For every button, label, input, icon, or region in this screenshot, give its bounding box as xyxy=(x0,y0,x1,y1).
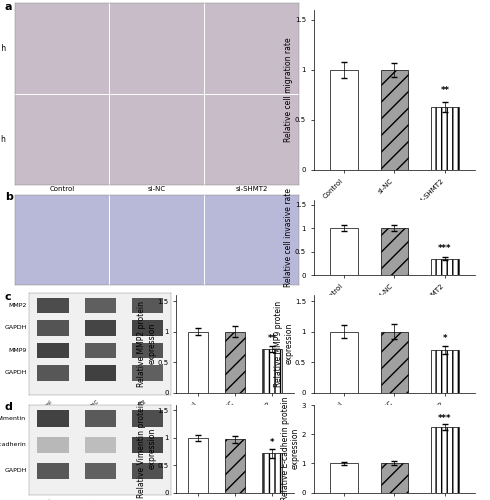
Bar xyxy=(132,462,163,479)
Bar xyxy=(132,320,163,336)
Bar xyxy=(85,410,116,426)
Bar xyxy=(85,320,116,336)
Text: 0 h: 0 h xyxy=(0,44,6,52)
Bar xyxy=(431,107,459,170)
Bar xyxy=(262,453,282,492)
Bar xyxy=(132,410,163,426)
Text: GAPDH: GAPDH xyxy=(4,468,26,473)
Bar xyxy=(381,332,408,392)
Text: ***: *** xyxy=(438,414,452,422)
Text: si-NC: si-NC xyxy=(86,399,100,412)
Text: **: ** xyxy=(441,86,449,95)
Text: d: d xyxy=(5,402,13,411)
Bar xyxy=(85,342,116,358)
Bar xyxy=(262,348,282,393)
Text: Control: Control xyxy=(35,498,53,500)
Bar xyxy=(381,70,408,170)
Text: si-NC: si-NC xyxy=(148,186,166,192)
Bar xyxy=(37,436,69,452)
Bar xyxy=(37,410,69,426)
Text: si-SHMT2: si-SHMT2 xyxy=(235,186,268,192)
Bar xyxy=(188,332,208,392)
Text: MMP2: MMP2 xyxy=(8,303,26,308)
Text: si-SHMT2: si-SHMT2 xyxy=(125,399,148,419)
Bar xyxy=(85,298,116,313)
Text: ***: *** xyxy=(438,244,452,253)
Bar xyxy=(225,440,245,492)
Bar xyxy=(132,366,163,380)
Y-axis label: Relative MMP9 protein
expression: Relative MMP9 protein expression xyxy=(274,300,294,387)
Text: GAPDH: GAPDH xyxy=(4,370,26,376)
Bar xyxy=(330,332,358,392)
Bar xyxy=(132,298,163,313)
Text: c: c xyxy=(5,292,12,302)
Bar xyxy=(132,342,163,358)
Text: Control: Control xyxy=(49,186,74,192)
Bar xyxy=(85,462,116,479)
Bar xyxy=(85,436,116,452)
Bar xyxy=(330,228,358,275)
Text: E-cadherin: E-cadherin xyxy=(0,442,26,447)
Bar xyxy=(85,366,116,380)
Text: MMP9: MMP9 xyxy=(8,348,26,353)
Text: si-SHMT2: si-SHMT2 xyxy=(125,498,148,500)
Bar xyxy=(132,436,163,452)
Bar xyxy=(431,427,459,492)
Text: **: ** xyxy=(268,334,276,342)
Text: a: a xyxy=(5,2,12,12)
Bar xyxy=(37,320,69,336)
Text: b: b xyxy=(5,192,13,202)
Y-axis label: Relative MMP2 protein
expression: Relative MMP2 protein expression xyxy=(137,300,156,387)
Bar xyxy=(431,258,459,275)
Bar xyxy=(37,298,69,313)
Text: Vimentin: Vimentin xyxy=(0,416,26,421)
Bar xyxy=(330,70,358,170)
Bar xyxy=(37,366,69,380)
Text: *: * xyxy=(443,334,447,342)
Y-axis label: Relative E-cadherin protein
expression: Relative E-cadherin protein expression xyxy=(281,396,300,500)
Text: GAPDH: GAPDH xyxy=(4,326,26,330)
Y-axis label: Relative Vimentin protein
expression: Relative Vimentin protein expression xyxy=(137,400,156,498)
Text: 24 h: 24 h xyxy=(0,135,6,144)
Bar xyxy=(37,462,69,479)
Text: Control: Control xyxy=(35,399,53,415)
Bar xyxy=(381,464,408,492)
Bar xyxy=(431,350,459,393)
Bar xyxy=(381,228,408,275)
Bar xyxy=(330,464,358,492)
Text: *: * xyxy=(270,438,274,446)
Y-axis label: Relative cell migration rate: Relative cell migration rate xyxy=(285,38,294,142)
Y-axis label: Relative cell invasive rate: Relative cell invasive rate xyxy=(285,188,294,287)
Bar xyxy=(188,438,208,492)
Bar xyxy=(225,332,245,392)
Text: si-NC: si-NC xyxy=(86,498,100,500)
Bar xyxy=(37,342,69,358)
